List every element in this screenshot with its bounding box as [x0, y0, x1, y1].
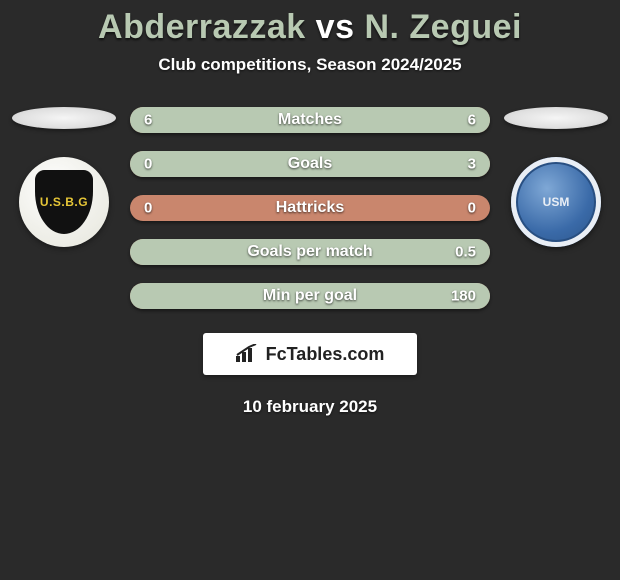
player2-name: N. Zeguei [364, 8, 522, 46]
stat-bar: Min per goal 180 [130, 283, 490, 309]
main-row: U.S.B.G 6 Matches 6 0 Goals 3 0 Hattricks 0 Goals… [0, 107, 620, 309]
stat-bar: 0 Goals 3 [130, 151, 490, 177]
shield-icon: U.S.B.G [35, 170, 93, 234]
stat-bar: Goals per match 0.5 [130, 239, 490, 265]
right-side: USM [502, 107, 610, 247]
stat-bar: 0 Hattricks 0 [130, 195, 490, 221]
stat-label: Hattricks [276, 199, 344, 217]
stat-value-right: 3 [468, 156, 476, 173]
club-badge-right: USM [511, 157, 601, 247]
stat-value-right: 0 [468, 200, 476, 217]
left-side: U.S.B.G [10, 107, 118, 247]
badge-right-label: USM [537, 195, 576, 209]
subtitle: Club competitions, Season 2024/2025 [0, 55, 620, 75]
stat-bar: 6 Matches 6 [130, 107, 490, 133]
stat-label: Goals per match [247, 243, 372, 261]
stat-label: Min per goal [263, 287, 357, 305]
branding-pill[interactable]: FcTables.com [203, 333, 417, 375]
stat-value-right: 6 [468, 112, 476, 129]
vs-separator: vs [316, 8, 355, 46]
player1-name: Abderrazzak [98, 8, 306, 46]
stat-label: Matches [278, 111, 342, 129]
stat-bars: 6 Matches 6 0 Goals 3 0 Hattricks 0 Goals per mat… [130, 107, 490, 309]
club-badge-left: U.S.B.G [19, 157, 109, 247]
bar-chart-icon [236, 344, 258, 364]
stat-value-left: 0 [144, 156, 152, 173]
stat-value-right: 0.5 [455, 244, 476, 261]
stat-value-left: 0 [144, 200, 152, 217]
stat-value-left: 6 [144, 112, 152, 129]
shadow-ellipse-right [504, 107, 608, 129]
badge-left-label: U.S.B.G [40, 195, 88, 209]
shadow-ellipse-left [12, 107, 116, 129]
stat-label: Goals [288, 155, 332, 173]
date-text: 10 february 2025 [0, 397, 620, 417]
branding-text: FcTables.com [266, 344, 385, 365]
stat-value-right: 180 [451, 288, 476, 305]
comparison-card: Abderrazzak vs N. Zeguei Club competitio… [0, 0, 620, 417]
headline: Abderrazzak vs N. Zeguei [0, 8, 620, 47]
